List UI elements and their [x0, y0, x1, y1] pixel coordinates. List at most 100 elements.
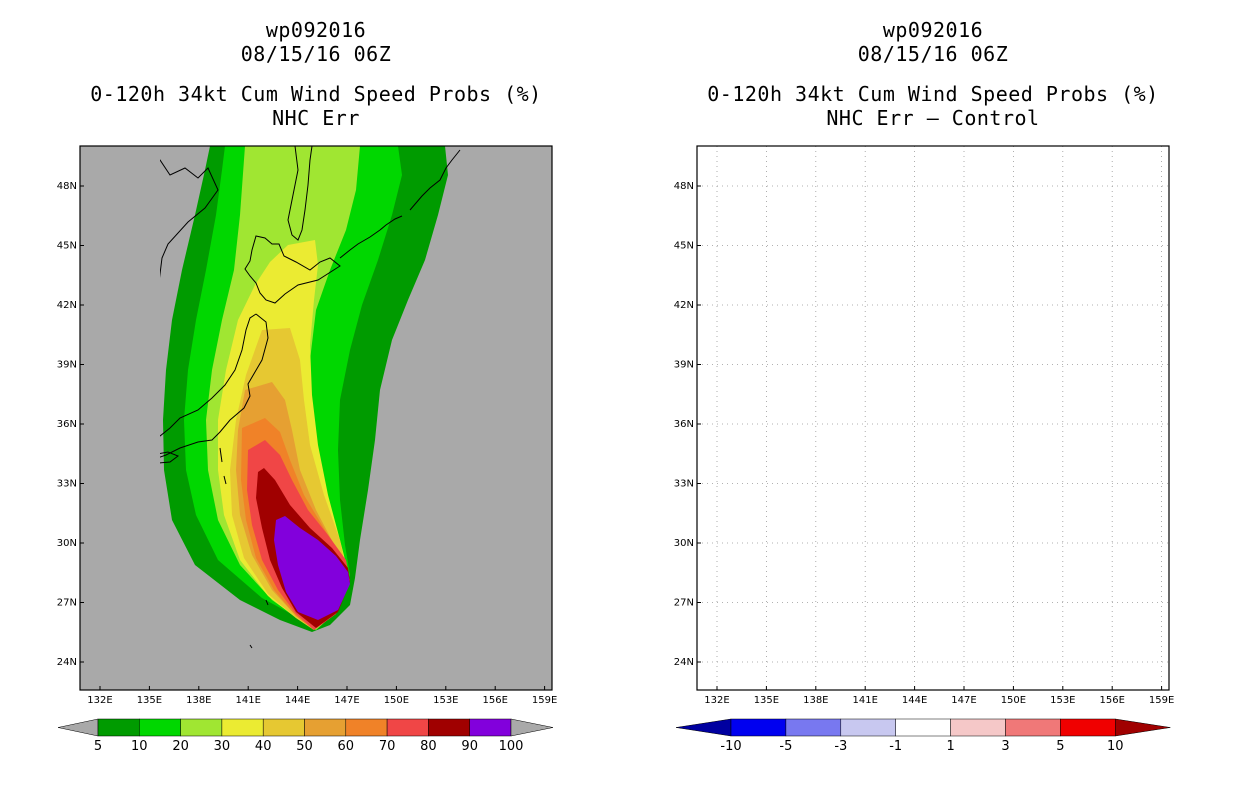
left-lat-label: 30N [57, 538, 77, 549]
right-lat-label: 33N [674, 479, 694, 490]
left-lat-label: 24N [57, 657, 77, 668]
colorbar-label: 1 [946, 739, 954, 754]
left-lon-label: 144E [285, 695, 310, 706]
colorbar-label: 10 [131, 739, 148, 754]
colorbar-label: 30 [214, 739, 231, 754]
colorbar-box [262, 718, 305, 737]
right-map-frame [696, 145, 1170, 691]
left-colorbar: 5 10 20 30 40 50 60 70 80 90 100 [57, 718, 554, 754]
right-lon-label: 144E [902, 695, 927, 706]
left-lon-label: 156E [482, 695, 507, 706]
left-lat-label: 27N [57, 598, 77, 609]
right-plot-title: 0-120h 34kt Cum Wind Speed Probs (%) [707, 82, 1159, 106]
left-lon-axis: 132E 135E 138E 141E 144E 147E 150E 153E 156E 159E [87, 686, 557, 706]
right-lon-label: 141E [852, 695, 877, 706]
right-lat-label: 30N [674, 538, 694, 549]
colorbar-box [97, 718, 140, 737]
right-lon-label: 150E [1001, 695, 1026, 706]
colorbar-box [730, 718, 787, 737]
colorbar-under-triangle [57, 718, 99, 737]
right-lon-label: 159E [1149, 695, 1174, 706]
left-datetime: 08/15/16 06Z [240, 42, 392, 66]
right-lat-label: 39N [674, 360, 694, 371]
colorbar-label: 3 [1001, 739, 1009, 754]
colorbar-box [469, 718, 512, 737]
right-title-block: wp092016 08/15/16 06Z 0-120h 34kt Cum Wi… [697, 18, 1169, 130]
left-lon-label: 150E [384, 695, 409, 706]
left-lon-label: 138E [186, 695, 211, 706]
left-lon-label: 132E [87, 695, 112, 706]
colorbar-label: -10 [720, 739, 741, 754]
colorbar-label: -3 [834, 739, 847, 754]
left-probability-contours [163, 146, 448, 632]
colorbar-label: 70 [379, 739, 396, 754]
colorbar-box [950, 718, 1006, 737]
right-gridlines [697, 146, 1169, 690]
left-lat-label: 36N [57, 419, 77, 430]
left-plot-subtitle: NHC Err [272, 106, 360, 130]
colorbar-label: 50 [296, 739, 313, 754]
left-lat-label: 39N [57, 360, 77, 371]
colorbar-label: 10 [1107, 739, 1124, 754]
left-lon-label: 153E [433, 695, 458, 706]
right-map: 132E 135E 138E 141E 144E 147E 150E 153E 156E 159E… [674, 145, 1174, 706]
colorbar-label: 20 [172, 739, 189, 754]
colorbar-box [180, 718, 223, 737]
colorbar-over-triangle [510, 718, 554, 737]
right-lat-label: 45N [674, 241, 694, 252]
colorbar-label: 40 [255, 739, 272, 754]
right-lat-label: 42N [674, 300, 694, 311]
left-lon-label: 147E [334, 695, 359, 706]
right-datetime: 08/15/16 06Z [857, 42, 1009, 66]
colorbar-label: 60 [338, 739, 355, 754]
right-lat-label: 36N [674, 419, 694, 430]
colorbar-box [304, 718, 347, 737]
contour-90 [274, 516, 350, 620]
colorbar-box [428, 718, 470, 737]
right-lon-label: 135E [754, 695, 779, 706]
colorbar-box [895, 718, 951, 737]
colorbar-box [221, 718, 264, 737]
colorbar-box [345, 718, 388, 737]
left-lat-label: 48N [57, 181, 77, 192]
left-lat-axis: 48N 45N 42N 39N 36N 33N 30N 27N 24N [57, 181, 84, 668]
right-lat-axis: 48N 45N 42N 39N 36N 33N 30N 27N 24N [674, 181, 701, 668]
right-lon-label: 147E [951, 695, 976, 706]
colorbar-label: 5 [1056, 739, 1064, 754]
left-lon-label: 141E [235, 695, 260, 706]
right-lat-label: 48N [674, 181, 694, 192]
colorbar-label: -5 [779, 739, 792, 754]
colorbar-box [1060, 718, 1116, 737]
left-lat-label: 42N [57, 300, 77, 311]
left-lon-label: 159E [532, 695, 557, 706]
right-storm-id: wp092016 [882, 18, 984, 42]
right-lat-label: 27N [674, 598, 694, 609]
colorbar-box [1005, 718, 1061, 737]
colorbar-over-triangle [1115, 718, 1171, 737]
right-plot-subtitle: NHC Err – Control [826, 106, 1040, 130]
colorbar-under-triangle [675, 718, 732, 737]
colorbar-box [840, 718, 896, 737]
right-lon-axis: 132E 135E 138E 141E 144E 147E 150E 153E 156E 159E [704, 686, 1174, 706]
colorbar-label: 100 [499, 739, 524, 754]
right-colorbar: -10 -5 -3 -1 1 3 5 10 [675, 718, 1171, 754]
left-storm-id: wp092016 [265, 18, 367, 42]
colorbar-box [386, 718, 429, 737]
colorbar-label: 90 [461, 739, 478, 754]
colorbar-label: 5 [94, 739, 102, 754]
left-lon-label: 135E [137, 695, 162, 706]
colorbar-box [139, 718, 181, 737]
left-map-frame [79, 145, 553, 691]
right-lat-label: 24N [674, 657, 694, 668]
left-plot-title: 0-120h 34kt Cum Wind Speed Probs (%) [90, 82, 542, 106]
colorbar-label: 80 [420, 739, 437, 754]
right-lon-label: 153E [1050, 695, 1075, 706]
left-title-block: wp092016 08/15/16 06Z 0-120h 34kt Cum Wi… [80, 18, 552, 130]
right-map-background [697, 146, 1169, 690]
left-lat-label: 45N [57, 241, 77, 252]
right-lon-label: 132E [704, 695, 729, 706]
colorbar-box [785, 718, 842, 737]
left-lat-label: 33N [57, 479, 77, 490]
left-map: 132E 135E 138E 141E 144E 147E 150E 153E 156E 159E… [57, 145, 557, 706]
